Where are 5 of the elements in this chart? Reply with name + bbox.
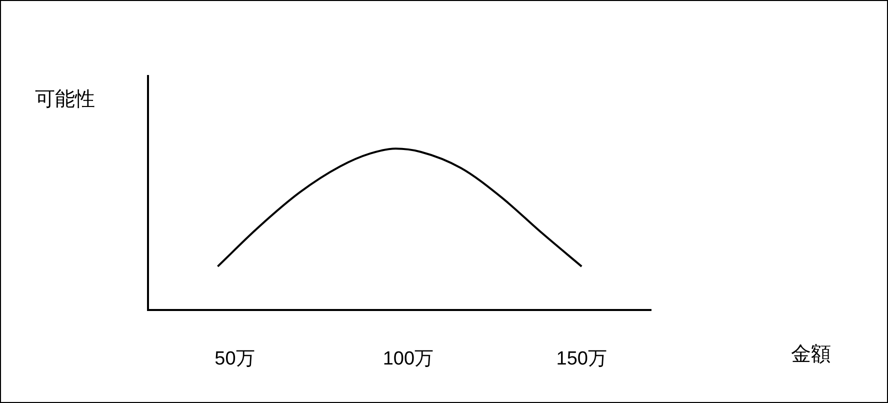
x-tick-label: 50万 <box>214 348 255 370</box>
y-axis-title: 可能性 <box>35 88 95 111</box>
x-tick-label: 150万 <box>556 348 607 370</box>
text: 金額 <box>791 344 831 366</box>
x-tick-label: 100万 <box>382 348 434 370</box>
